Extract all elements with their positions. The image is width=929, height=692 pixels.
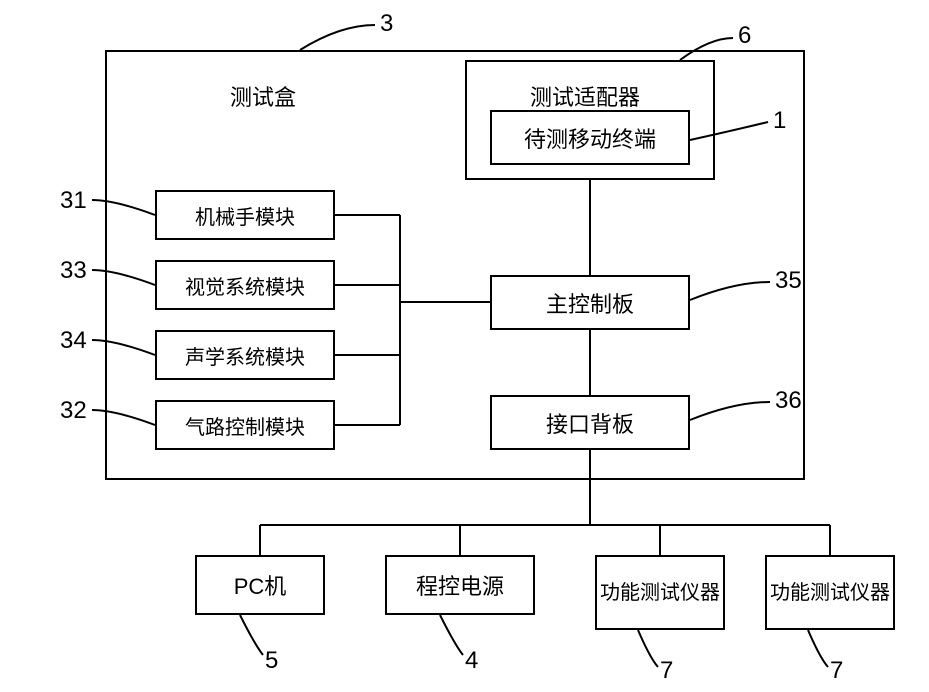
number-36: 36	[775, 387, 802, 415]
number-35: 35	[775, 267, 802, 295]
number-32: 32	[60, 397, 87, 425]
label-func2: 功能测试仪器	[770, 580, 890, 606]
node-func1: 功能测试仪器	[595, 555, 725, 630]
number-6: 6	[738, 22, 751, 50]
label-vision: 视觉系统模块	[185, 271, 305, 300]
label-pneumatic: 气路控制模块	[185, 411, 305, 440]
label-robot: 机械手模块	[195, 201, 295, 230]
label-main-ctrl: 主控制板	[546, 287, 634, 319]
label-dut: 待测移动终端	[524, 122, 656, 154]
number-31: 31	[60, 187, 87, 215]
number-1: 1	[773, 107, 786, 135]
node-main-ctrl: 主控制板	[490, 275, 690, 330]
node-dut: 待测移动终端	[490, 110, 690, 165]
number-7a: 7	[660, 657, 673, 685]
node-func2: 功能测试仪器	[765, 555, 895, 630]
node-power: 程控电源	[385, 555, 535, 615]
number-3: 3	[380, 10, 393, 38]
label-func1: 功能测试仪器	[600, 580, 720, 606]
label-pc: PC机	[234, 569, 287, 601]
label-power: 程控电源	[416, 569, 504, 601]
label-backplane: 接口背板	[546, 407, 634, 439]
label-adapter: 测试适配器	[530, 80, 640, 112]
node-acoustic: 声学系统模块	[155, 330, 335, 380]
node-pneumatic: 气路控制模块	[155, 400, 335, 450]
node-robot: 机械手模块	[155, 190, 335, 240]
number-4: 4	[465, 647, 478, 675]
node-vision: 视觉系统模块	[155, 260, 335, 310]
number-33: 33	[60, 257, 87, 285]
node-backplane: 接口背板	[490, 395, 690, 450]
label-test-box: 测试盒	[230, 80, 296, 112]
node-pc: PC机	[195, 555, 325, 615]
label-acoustic: 声学系统模块	[185, 341, 305, 370]
number-7b: 7	[830, 657, 843, 685]
number-5: 5	[265, 647, 278, 675]
number-34: 34	[60, 327, 87, 355]
